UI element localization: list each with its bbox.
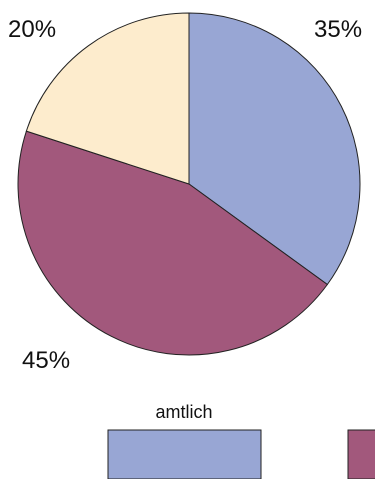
pie-slice-2 <box>17 130 329 356</box>
pie-slice-3 <box>25 12 190 185</box>
slice-label-2: 45% <box>22 347 70 374</box>
legend-swatch-1 <box>107 429 262 479</box>
legend-label-1: amtlich <box>155 402 212 422</box>
slice-label-3: 20% <box>8 16 56 43</box>
legend-swatch-2 <box>347 429 375 479</box>
slice-label-1: 35% <box>314 16 362 43</box>
pie-slices <box>17 12 361 356</box>
pie-slice-1 <box>188 12 361 286</box>
